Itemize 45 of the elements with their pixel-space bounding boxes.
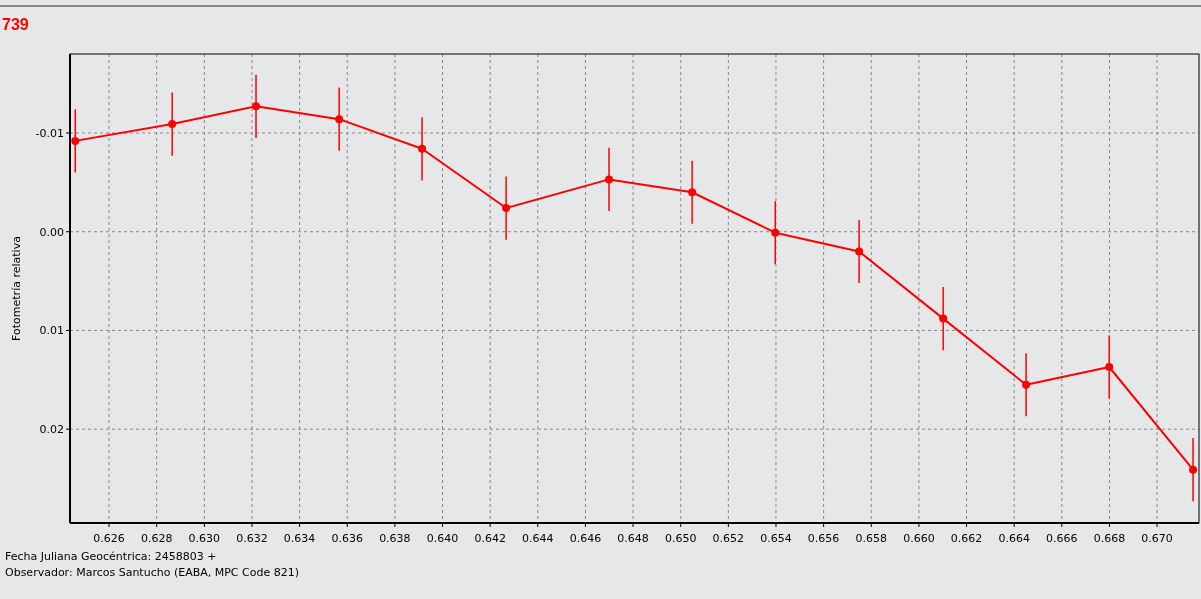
x-tick-label: 0.660 (903, 532, 935, 545)
x-tick-label: 0.640 (426, 532, 459, 545)
point (688, 188, 697, 197)
point (502, 204, 511, 213)
x-tick-label: 0.642 (474, 532, 506, 545)
x-tick-label: 0.632 (236, 532, 268, 545)
point (605, 175, 614, 184)
x-tick-label: 0.638 (379, 532, 411, 545)
point (1022, 380, 1031, 389)
point (1105, 363, 1114, 371)
point (1189, 465, 1198, 474)
x-tick-label: 0.666 (1046, 532, 1078, 545)
y-tick-label: 0.00 (39, 225, 64, 239)
y-tick-label: 0.02 (39, 423, 64, 437)
x-tick-label: 0.630 (188, 532, 221, 545)
point (939, 314, 948, 323)
point (168, 120, 177, 129)
point (418, 144, 427, 153)
x-tick-label: 0.650 (664, 532, 697, 545)
x-tick-label: 0.662 (950, 532, 983, 545)
x-tick-label: 0.634 (283, 532, 316, 545)
point (71, 136, 80, 145)
text: Observador: Marcos Santucho (EABA, MPC Code 821) (5, 566, 299, 579)
y-axis-title: Fotometría relativa (10, 236, 23, 341)
chart-title: 739 (2, 16, 29, 33)
x-tick-label: 0.648 (617, 532, 649, 545)
x-tick-label: 0.652 (712, 532, 745, 545)
x-tick-label: 0.646 (569, 532, 602, 545)
point (252, 102, 261, 111)
y-tick-label: -0.01 (35, 126, 64, 140)
x-tick-label: 0.670 (1141, 532, 1173, 545)
point (335, 115, 344, 124)
x-tick-label: 0.654 (760, 532, 792, 545)
x-axis-title: Fecha Juliana Geocéntrica: 2458803 + (5, 550, 217, 563)
x-tick-label: 0.636 (331, 532, 363, 545)
point (771, 228, 780, 237)
x-tick-label: 0.626 (93, 532, 125, 545)
x-tick-label: 0.644 (522, 532, 554, 545)
x-tick-label: 0.658 (855, 532, 888, 545)
x-tick-label: 0.628 (140, 532, 173, 545)
x-tick-label: 0.664 (998, 532, 1030, 545)
x-tick-label: 0.668 (1093, 532, 1126, 545)
point (855, 247, 864, 256)
x-tick-label: 0.656 (807, 532, 840, 545)
y-tick-label: 0.01 (39, 324, 64, 338)
